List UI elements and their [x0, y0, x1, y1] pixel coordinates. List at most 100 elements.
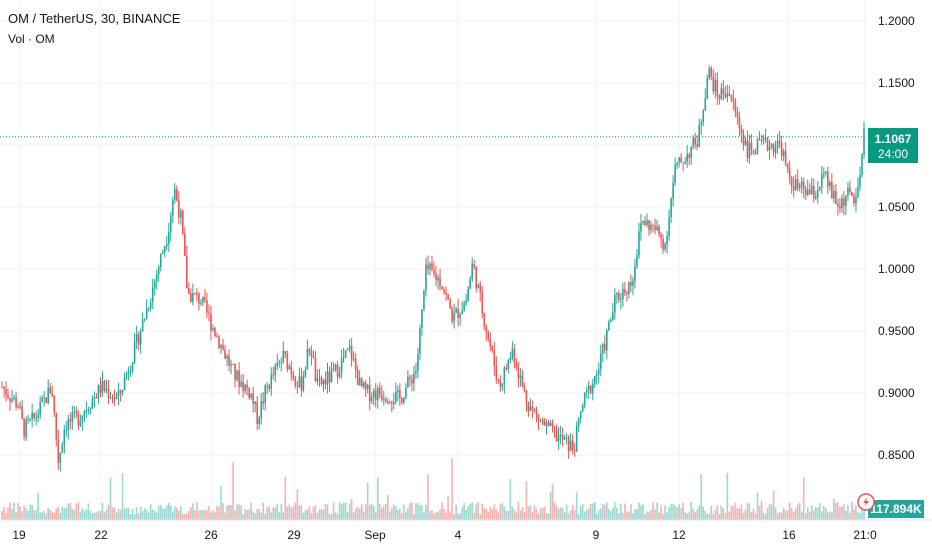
volume-bar: [503, 506, 506, 520]
volume-bar: [704, 510, 707, 520]
volume-bar: [601, 503, 604, 520]
candle-body: [610, 319, 612, 323]
volume-bar: [606, 502, 608, 520]
volume-bar: [485, 509, 488, 520]
volume-bar: [37, 492, 39, 520]
volume-bar: [459, 513, 461, 520]
volume-bar: [354, 508, 357, 520]
candle-body: [764, 137, 767, 139]
lightning-icon[interactable]: [857, 493, 875, 511]
volume-bar: [527, 506, 530, 520]
volume-bar: [620, 504, 622, 520]
volume-bar: [184, 513, 186, 520]
candle-body: [354, 358, 357, 370]
volume-bar: [469, 503, 471, 520]
candle-body: [684, 161, 686, 164]
candle-body: [575, 426, 578, 452]
candle-body: [334, 364, 337, 370]
volume-bar: [364, 504, 367, 520]
candle-body: [859, 174, 861, 187]
candle-body: [593, 376, 596, 385]
volume-bar: [131, 508, 134, 520]
volume-bar: [710, 505, 713, 520]
volume-bar: [455, 504, 457, 520]
volume-bar: [768, 503, 771, 520]
volume-bar: [356, 507, 359, 520]
volume-bar: [823, 505, 825, 520]
price-axis[interactable]: 1.20001.15001.10001.05001.00000.95000.90…: [878, 14, 915, 462]
candle-body: [628, 282, 630, 295]
candle-body: [431, 263, 433, 271]
candle-body: [599, 353, 602, 370]
volume-label: Vol · OM: [8, 32, 55, 46]
candle-body: [218, 336, 220, 349]
volume-bar: [821, 511, 823, 520]
candle-body: [630, 282, 632, 287]
time-axis[interactable]: 19 22 26 29 Sep 4 9 12 16 21:0: [0, 519, 932, 542]
volume-bar: [310, 512, 313, 520]
volume-bar: [382, 505, 385, 520]
volume-bar: [672, 504, 674, 520]
volume-bar: [814, 507, 817, 520]
volume-bar: [194, 510, 196, 520]
volume-bar: [756, 492, 759, 520]
volume-bar: [182, 513, 184, 520]
candle-body: [282, 350, 285, 363]
candle-body: [650, 224, 652, 231]
candle-body: [33, 412, 35, 418]
volume-bar: [561, 507, 564, 520]
volume-bar: [111, 507, 114, 520]
candle-body: [433, 270, 435, 274]
candle-body: [467, 288, 469, 301]
candle-body: [278, 362, 281, 364]
candle-body: [397, 390, 399, 392]
volume-bar: [734, 502, 737, 520]
volume-bar: [833, 498, 835, 520]
candle-body: [654, 225, 656, 231]
time-tick: Sep: [364, 528, 386, 542]
candle-body: [391, 402, 393, 404]
time-tick: 29: [287, 528, 301, 542]
candle-body: [300, 376, 303, 391]
time-tick: 19: [12, 528, 26, 542]
candle-body: [53, 395, 56, 413]
volume-bar: [376, 477, 379, 520]
volume-bar: [688, 512, 690, 520]
candle-body: [772, 144, 775, 153]
volume-bar: [732, 506, 735, 520]
volume-bar: [85, 509, 88, 520]
volume-bar: [411, 502, 413, 520]
volume-bar: [728, 511, 731, 520]
volume-bar: [804, 513, 807, 520]
volume-bar: [849, 512, 851, 520]
candle-body: [141, 319, 144, 332]
time-tick: 26: [204, 528, 218, 542]
volume-bar: [559, 507, 562, 520]
volume-bar: [35, 510, 37, 520]
candle-body: [71, 412, 74, 422]
volume-bar: [628, 511, 630, 520]
volume-bar: [117, 508, 120, 520]
candle-body: [186, 255, 188, 289]
volume-bar: [7, 507, 9, 520]
price-tick: 0.8500: [878, 448, 915, 462]
candle-body: [829, 181, 831, 187]
candle-body: [849, 187, 851, 193]
candle-body: [81, 415, 84, 421]
volume-bar: [228, 504, 230, 520]
candle-body: [264, 385, 267, 404]
candle-body: [563, 437, 566, 440]
volume-bar: [206, 510, 208, 520]
volume-bar: [579, 505, 582, 520]
candle-body: [196, 293, 198, 295]
volume-bar: [778, 511, 781, 520]
volume-bar: [563, 512, 566, 520]
candle-body: [61, 444, 64, 453]
volume-bar: [216, 505, 218, 520]
candle-body: [149, 302, 152, 309]
volume-bar: [774, 507, 777, 520]
candle-body: [523, 385, 526, 392]
candle-body: [565, 436, 568, 438]
volume-bar: [250, 502, 252, 520]
